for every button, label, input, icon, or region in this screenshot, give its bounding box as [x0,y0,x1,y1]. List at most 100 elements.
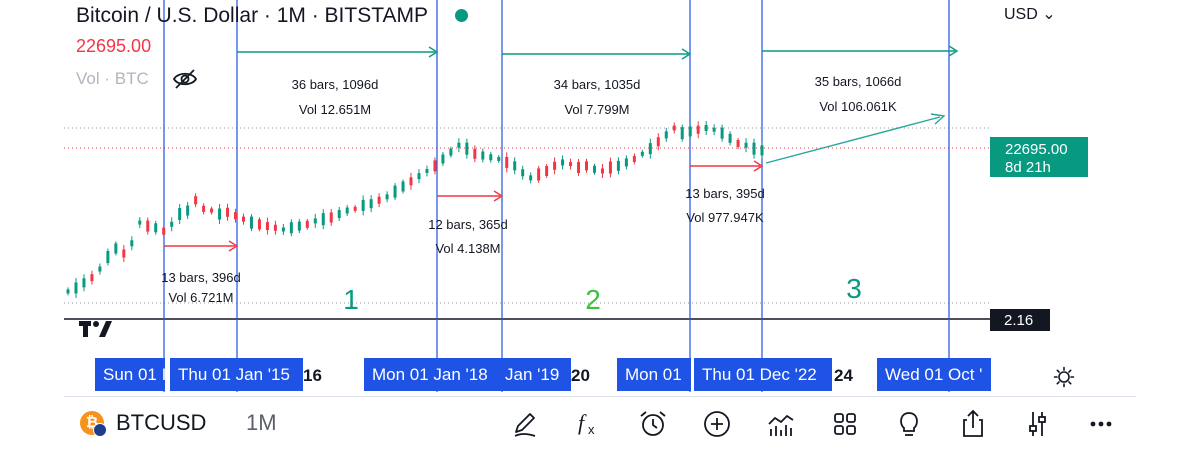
candle [664,131,668,139]
time-axis-label: Mon 01 Jan '18 [364,358,502,391]
candle [401,181,405,192]
grid-icon[interactable] [829,408,861,440]
candle [329,212,333,223]
volume-legend[interactable]: Vol · BTC [76,69,149,88]
candle [106,251,110,263]
plus-icon[interactable] [701,408,733,440]
candle [82,278,86,288]
candle [202,205,206,212]
candle [273,224,277,231]
measure-bars-label: 13 bars, 395d [685,186,765,201]
candle [226,207,230,217]
cycle-label: 1 [343,284,359,315]
candle [577,162,581,174]
candle [98,266,102,272]
candle [281,227,285,232]
candle [162,227,166,235]
measurement-labels: 13 bars, 396d Vol 6.721M 36 bars, 1096d Vol… [161,74,901,315]
time-axis-label: Thu 01 Jan '15 [170,358,303,391]
time-axis-label: Jan '19 [497,358,571,391]
candle [369,199,373,209]
settings-icon[interactable] [1021,408,1053,440]
arrow-head [681,48,692,60]
candle [409,177,413,186]
alarm-icon[interactable] [637,408,669,440]
time-axis-tick: 20 [571,366,590,385]
bottom-toolbar [64,396,1136,455]
measure-volume-label: Vol 12.651M [299,102,371,117]
candle [696,125,700,134]
candle [441,154,445,164]
candle [561,159,565,166]
candle [688,126,692,137]
fx-icon[interactable]: f x [573,408,605,440]
candle [90,274,94,282]
candle [585,161,589,171]
candle [257,219,261,230]
indicators-icon[interactable] [765,408,797,440]
candle [170,221,174,227]
lightbulb-icon[interactable] [893,408,925,440]
time-axis-label: Thu 01 Dec '22 [694,358,832,391]
more-icon[interactable] [1085,408,1117,440]
candle [553,161,557,170]
candle [241,216,245,222]
interval-button[interactable]: 1M [246,410,277,435]
measure-bars-label: 36 bars, 1096d [292,77,379,92]
candle [521,169,525,177]
candlestick-series [66,121,764,298]
arrow-head [930,113,946,125]
chart-canvas[interactable]: 13 bars, 396d Vol 6.721M 36 bars, 1096d Vol… [0,0,1200,400]
candle [481,151,485,160]
arrow-head [428,46,439,58]
candle [433,160,437,172]
candle [513,161,517,171]
time-axis-tick: 16 [303,366,322,385]
candle [138,220,142,225]
candle [680,127,684,140]
candle [632,155,636,162]
candle [186,205,190,216]
candle [337,210,341,218]
candle [74,282,78,294]
candle [385,194,389,200]
time-axis-label: Mon 01 [617,358,691,391]
candle [377,196,381,204]
candle [289,222,293,234]
us-flag-icon [93,423,107,437]
price-badge-value: 22695.00 [1005,141,1068,158]
candle [600,168,604,174]
candle [122,249,126,258]
candle [210,208,214,213]
symbol-title[interactable]: Bitcoin / U.S. Dollar · 1M · BITSTAMP [76,4,429,27]
candle [608,161,612,174]
candle [249,216,253,229]
pencil-icon[interactable] [509,408,541,440]
symbol-search-button[interactable]: BTCUSD [116,410,207,435]
price-badge [990,137,1088,177]
candle [529,175,533,181]
currency-selector[interactable]: USD ⌄ [1004,6,1056,23]
candle [313,218,317,224]
measurement-arrows [164,45,959,252]
measure-bars-label: 13 bars, 396d [161,270,241,285]
candle [130,240,134,247]
eye-off-icon[interactable] [172,68,198,90]
candle [704,125,708,131]
candle [297,221,301,231]
candle [624,158,628,167]
time-axis-label: Sun 01 I [95,358,165,391]
price-badge-countdown: 8d 21h [1005,159,1051,176]
chart-grid [64,127,990,320]
candle [720,127,724,139]
gear-icon[interactable] [1053,366,1075,388]
candle [154,223,158,233]
measure-volume-label: Vol 7.799M [564,102,629,117]
measure-volume-label: Vol 6.721M [168,290,233,305]
arrow-head [228,240,239,252]
share-icon[interactable] [957,408,989,440]
candle [393,185,397,198]
candle [648,143,652,155]
time-axis-label: Wed 01 Oct ' [877,358,991,391]
